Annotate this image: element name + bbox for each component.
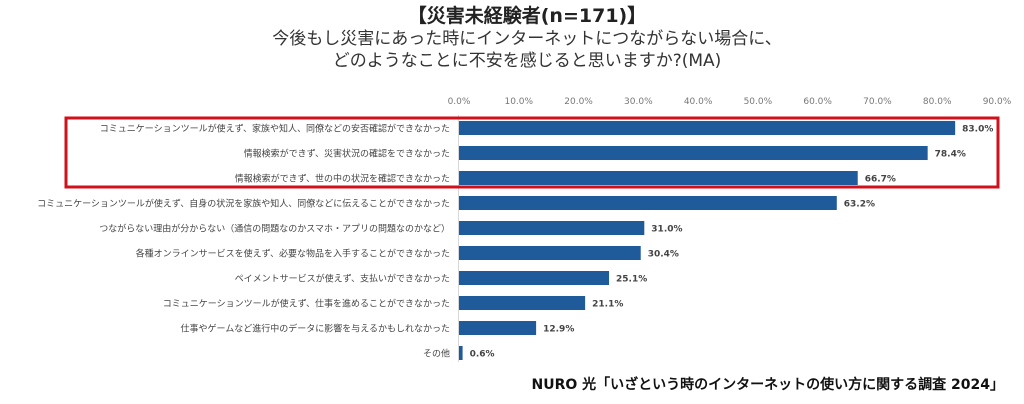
x-tick-label: 50.0% xyxy=(744,97,773,107)
category-label: コミュニケーションツールが使えず、自身の状況を家族や知人、同僚などに伝えることが… xyxy=(37,198,450,210)
chart-subtitle-line-2: どのようなことに不安を感じると思いますか?(MA) xyxy=(332,51,722,71)
category-label: コミュニケーションツールが使えず、家族や知人、同僚などの安否確認ができなかった xyxy=(100,123,450,135)
bar xyxy=(459,121,956,135)
x-tick-label: 10.0% xyxy=(504,97,533,107)
value-label: 83.0% xyxy=(962,125,993,135)
bar xyxy=(459,321,537,335)
bar xyxy=(459,246,641,260)
bar xyxy=(459,196,837,210)
value-label: 0.6% xyxy=(470,350,495,360)
chart-title-block: 【災害未経験者(n=171)】 今後もし災害にあった時にインターネットにつながら… xyxy=(0,4,1024,72)
source-caption: NURO 光「いざという時のインターネットの使い方に関する調査 2024」 xyxy=(531,377,1004,393)
value-label: 21.1% xyxy=(592,300,623,310)
value-label: 12.9% xyxy=(543,325,574,335)
x-tick-label: 40.0% xyxy=(684,97,713,107)
value-label: 66.7% xyxy=(865,175,896,185)
value-label: 31.0% xyxy=(651,225,682,235)
category-label: 情報検索ができず、災害状況の確認をできなかった xyxy=(244,148,450,160)
x-tick-label: 90.0% xyxy=(983,97,1012,107)
bar xyxy=(459,171,858,185)
category-label: つながらない理由が分からない（通信の問題なのかスマホ・アプリの問題なのかなど） xyxy=(99,223,450,235)
bar xyxy=(459,296,586,310)
x-tick-label: 30.0% xyxy=(624,97,653,107)
highlight-box xyxy=(64,116,1000,189)
x-tick-label: 60.0% xyxy=(803,97,832,107)
chart-title: 【災害未経験者(n=171)】 xyxy=(407,5,647,27)
value-label: 25.1% xyxy=(616,275,647,285)
x-tick-label: 0.0% xyxy=(448,97,471,107)
category-label: ペイメントサービスが使えず、支払いができなかった xyxy=(235,273,450,285)
x-tick-label: 70.0% xyxy=(863,97,892,107)
value-label: 30.4% xyxy=(648,250,679,260)
chart-subtitle-line-1: 今後もし災害にあった時にインターネットにつながらない場合に、 xyxy=(272,29,782,49)
category-label: 仕事やゲームなど進行中のデータに影響を与えるかもしれなかった xyxy=(181,323,450,335)
x-tick-label: 20.0% xyxy=(564,97,593,107)
bar xyxy=(459,271,610,285)
category-label: 各種オンラインサービスを使えず、必要な物品を入手することができなかった xyxy=(136,248,450,260)
x-tick-label: 80.0% xyxy=(923,97,952,107)
bar xyxy=(459,221,645,235)
bar xyxy=(459,146,928,160)
category-label: 情報検索ができず、世の中の状況を確認できなかった xyxy=(235,173,450,185)
bar xyxy=(459,346,463,360)
category-label: コミュニケーションツールが使えず、仕事を進めることができなかった xyxy=(163,298,450,310)
value-label: 78.4% xyxy=(935,150,966,160)
category-label: その他 xyxy=(423,348,450,360)
value-label: 63.2% xyxy=(844,200,875,210)
